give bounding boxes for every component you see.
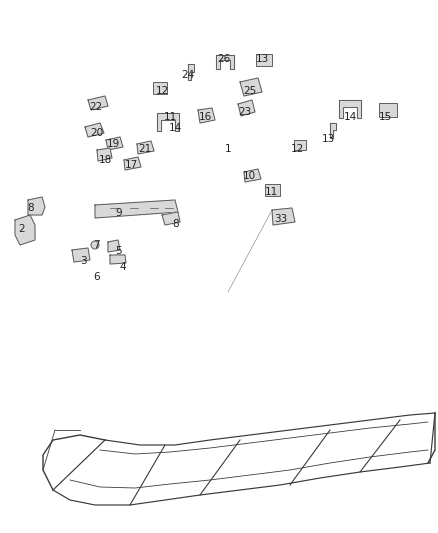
Text: 19: 19 <box>107 139 120 149</box>
Polygon shape <box>88 96 108 110</box>
Polygon shape <box>157 114 179 131</box>
Polygon shape <box>15 215 35 245</box>
Text: 5: 5 <box>115 246 122 255</box>
Text: 7: 7 <box>93 240 100 250</box>
Polygon shape <box>110 255 126 264</box>
Text: 3: 3 <box>80 256 87 266</box>
Polygon shape <box>28 197 45 215</box>
Text: 16: 16 <box>199 112 212 122</box>
Text: 13: 13 <box>256 54 269 63</box>
Text: 6: 6 <box>93 272 100 282</box>
Polygon shape <box>137 141 154 154</box>
Text: 21: 21 <box>138 144 151 154</box>
Text: 23: 23 <box>239 107 252 117</box>
Polygon shape <box>330 123 336 138</box>
Polygon shape <box>272 208 295 225</box>
Text: 17: 17 <box>125 160 138 170</box>
Text: 13: 13 <box>322 134 335 143</box>
Text: 26: 26 <box>217 54 230 63</box>
Text: 18: 18 <box>99 155 112 165</box>
Text: 8: 8 <box>27 203 34 213</box>
Polygon shape <box>108 240 120 252</box>
Polygon shape <box>216 54 234 69</box>
Text: 14: 14 <box>344 112 357 122</box>
Text: 4: 4 <box>119 262 126 271</box>
Bar <box>265 184 279 196</box>
Polygon shape <box>85 123 104 137</box>
Polygon shape <box>162 212 180 225</box>
Text: 8: 8 <box>172 219 179 229</box>
Text: 14: 14 <box>169 123 182 133</box>
Text: 25: 25 <box>243 86 256 95</box>
Polygon shape <box>188 64 194 80</box>
Text: 11: 11 <box>164 112 177 122</box>
Text: 15: 15 <box>379 112 392 122</box>
Text: 1: 1 <box>224 144 231 154</box>
Polygon shape <box>72 248 90 262</box>
Polygon shape <box>244 169 261 182</box>
Bar <box>294 140 306 150</box>
Text: 9: 9 <box>115 208 122 218</box>
Bar <box>153 83 167 94</box>
Bar <box>379 103 397 117</box>
Polygon shape <box>106 137 123 150</box>
Text: 24: 24 <box>182 70 195 79</box>
Text: 10: 10 <box>243 171 256 181</box>
Text: 22: 22 <box>90 102 103 111</box>
Text: 2: 2 <box>18 224 25 234</box>
Circle shape <box>91 241 99 249</box>
Text: 12: 12 <box>155 86 169 95</box>
Polygon shape <box>198 108 215 123</box>
Text: 11: 11 <box>265 187 278 197</box>
Bar <box>256 54 272 67</box>
Polygon shape <box>339 100 361 118</box>
Polygon shape <box>240 78 262 96</box>
Text: 33: 33 <box>274 214 287 223</box>
Polygon shape <box>95 200 178 218</box>
Polygon shape <box>124 157 141 170</box>
Polygon shape <box>238 100 255 116</box>
Text: 12: 12 <box>291 144 304 154</box>
Text: 20: 20 <box>90 128 103 138</box>
Polygon shape <box>97 148 112 161</box>
